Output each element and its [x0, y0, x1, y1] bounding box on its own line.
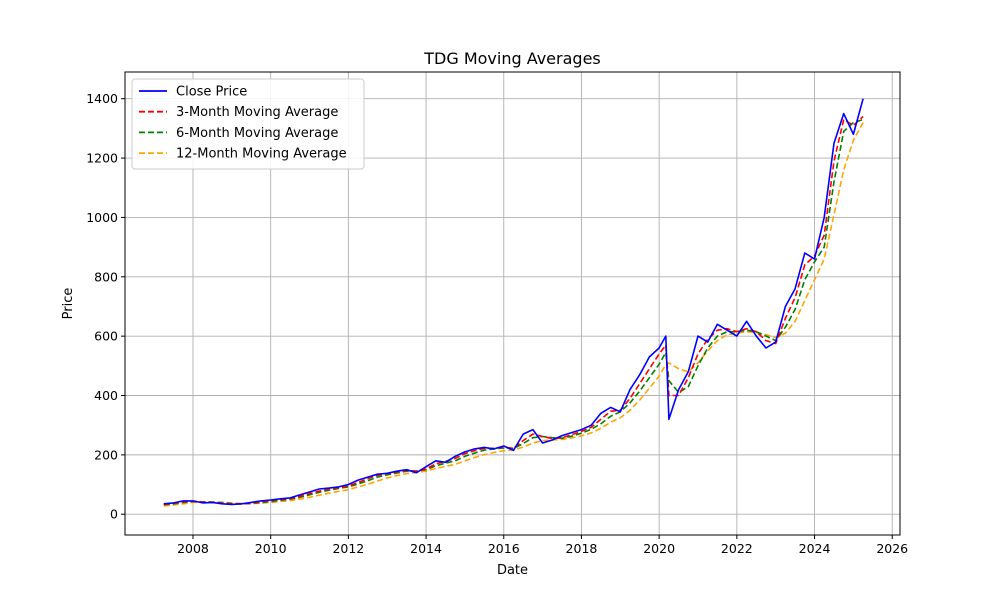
y-tick-label: 600: [94, 329, 118, 344]
legend-label: 12-Month Moving Average: [176, 147, 347, 162]
x-tick-label: 2016: [488, 541, 520, 556]
x-tick-label: 2014: [410, 541, 442, 556]
x-tick-label: 2020: [643, 541, 675, 556]
x-tick-label: 2022: [721, 541, 753, 556]
y-tick-label: 1200: [86, 151, 118, 166]
x-tick-label: 2026: [876, 541, 908, 556]
series-line-6-month-moving-average: [163, 118, 864, 506]
series-line-12-month-moving-average: [163, 122, 864, 507]
x-tick-label: 2024: [799, 541, 831, 556]
legend-box: [131, 78, 365, 170]
series-line-close-price: [163, 98, 864, 506]
x-tick-label: 2012: [332, 541, 364, 556]
y-tick-label: 1000: [86, 210, 118, 225]
legend-label: 3-Month Moving Average: [176, 105, 338, 120]
y-tick-label: 400: [94, 388, 118, 403]
x-tick-label: 2010: [255, 541, 287, 556]
ticks: 2008 2010 2012 2014 2016 2018 2020 2022 2024 2026…: [86, 91, 908, 556]
chart-title: TDG Moving Averages: [423, 49, 601, 68]
legend-label: Close Price: [176, 85, 247, 100]
y-tick-label: 200: [94, 447, 118, 462]
y-axis-label: Price: [61, 288, 76, 320]
y-tick-label: 1400: [86, 91, 118, 106]
x-tick-label: 2008: [177, 541, 209, 556]
series-layer: [163, 98, 864, 507]
y-tick-label: 800: [94, 269, 118, 284]
x-tick-label: 2018: [566, 541, 598, 556]
legend: Close Price 3-Month Moving Average 6-Month…: [131, 78, 365, 170]
y-tick-label: 0: [110, 507, 118, 522]
plot-frame: [124, 71, 901, 536]
legend-label: 6-Month Moving Average: [176, 126, 338, 141]
x-axis-label: Date: [497, 563, 528, 578]
